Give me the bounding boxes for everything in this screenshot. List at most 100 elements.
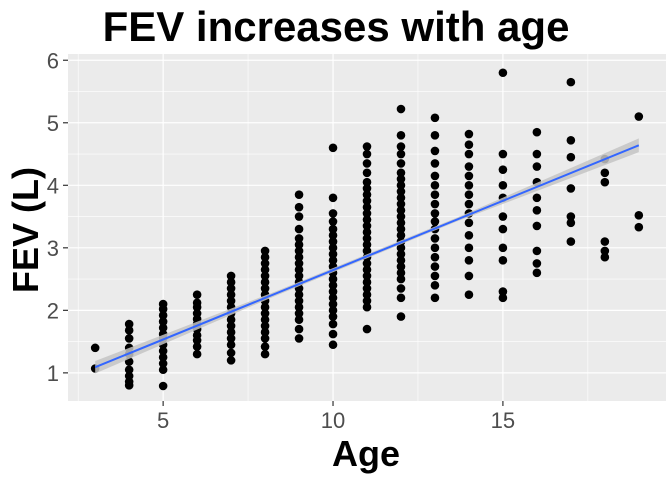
data-point <box>566 212 576 221</box>
data-point <box>226 340 236 350</box>
data-point <box>498 68 508 78</box>
data-point <box>464 231 474 240</box>
data-point <box>294 234 304 243</box>
data-point <box>328 231 338 240</box>
data-point <box>464 180 474 190</box>
data-point <box>396 284 406 293</box>
data-point <box>260 342 270 351</box>
data-point <box>328 256 338 265</box>
data-point <box>464 243 474 253</box>
data-point <box>396 187 406 196</box>
data-point <box>464 140 474 149</box>
data-point <box>430 199 440 209</box>
data-point <box>532 149 542 159</box>
data-point <box>362 277 372 287</box>
data-point <box>396 256 406 265</box>
data-point <box>294 252 304 262</box>
data-point <box>464 149 474 159</box>
data-point <box>430 130 440 140</box>
data-point <box>634 112 644 121</box>
data-point <box>226 356 236 365</box>
data-point <box>566 237 576 246</box>
data-point <box>124 371 134 381</box>
data-point <box>396 199 406 209</box>
data-point <box>226 290 236 300</box>
data-point <box>362 209 372 218</box>
data-point <box>294 290 304 300</box>
data-point <box>328 340 338 350</box>
regression-line <box>94 144 640 369</box>
data-point <box>362 290 372 300</box>
data-point <box>362 259 372 268</box>
data-point <box>566 152 576 162</box>
data-point <box>498 287 508 296</box>
data-point <box>192 342 202 351</box>
data-point <box>464 190 474 199</box>
data-point <box>600 177 610 187</box>
data-point <box>464 290 474 300</box>
data-point <box>532 162 542 171</box>
data-point <box>124 365 134 375</box>
data-point <box>124 319 134 329</box>
data-point <box>430 180 440 190</box>
data-point <box>158 323 168 333</box>
data-point <box>328 193 338 203</box>
data-point <box>260 315 270 325</box>
data-point <box>294 315 304 325</box>
y-tick-label: 1 <box>47 361 59 386</box>
data-point <box>430 243 440 253</box>
data-point <box>464 271 474 281</box>
x-tick-label: 5 <box>157 408 169 433</box>
data-point <box>158 346 168 356</box>
data-point <box>430 171 440 181</box>
data-point <box>430 293 440 303</box>
data-point <box>396 168 406 178</box>
data-point <box>362 324 372 334</box>
data-point <box>498 165 508 174</box>
data-point <box>158 381 168 391</box>
data-point <box>396 262 406 271</box>
data-point <box>260 259 270 268</box>
data-point <box>600 168 610 178</box>
data-point <box>498 243 508 253</box>
data-point <box>362 149 372 159</box>
data-point <box>226 334 236 343</box>
data-point <box>532 193 542 203</box>
data-point <box>430 113 440 123</box>
data-point <box>226 284 236 293</box>
x-axis-label: Age <box>331 433 400 474</box>
data-point <box>362 184 372 193</box>
data-point <box>158 359 168 368</box>
data-point <box>294 259 304 268</box>
data-point <box>90 343 100 353</box>
data-point <box>260 284 270 293</box>
chart-title: FEV increases with age <box>102 3 570 50</box>
data-point <box>328 209 338 218</box>
data-point <box>396 130 406 140</box>
data-point <box>226 315 236 325</box>
data-point <box>396 293 406 303</box>
data-point <box>498 212 508 221</box>
tick-labels: 5 10 15 1 2 3 4 5 6 <box>47 48 515 433</box>
data-point <box>328 217 338 226</box>
data-point <box>396 193 406 203</box>
data-point <box>158 299 168 309</box>
data-point <box>464 256 474 265</box>
data-point <box>226 348 236 358</box>
data-point <box>328 143 338 153</box>
data-point <box>396 218 406 228</box>
data-point <box>226 327 236 337</box>
data-point <box>328 274 338 284</box>
data-point <box>566 218 576 228</box>
data-point <box>260 252 270 262</box>
data-point <box>396 224 406 234</box>
data-point <box>260 271 270 281</box>
data-point <box>498 256 508 265</box>
data-point <box>498 224 508 234</box>
data-point <box>362 296 372 306</box>
data-point <box>362 168 372 178</box>
data-point <box>158 365 168 375</box>
data-point <box>226 271 236 281</box>
x-tick-label: 15 <box>491 408 515 433</box>
